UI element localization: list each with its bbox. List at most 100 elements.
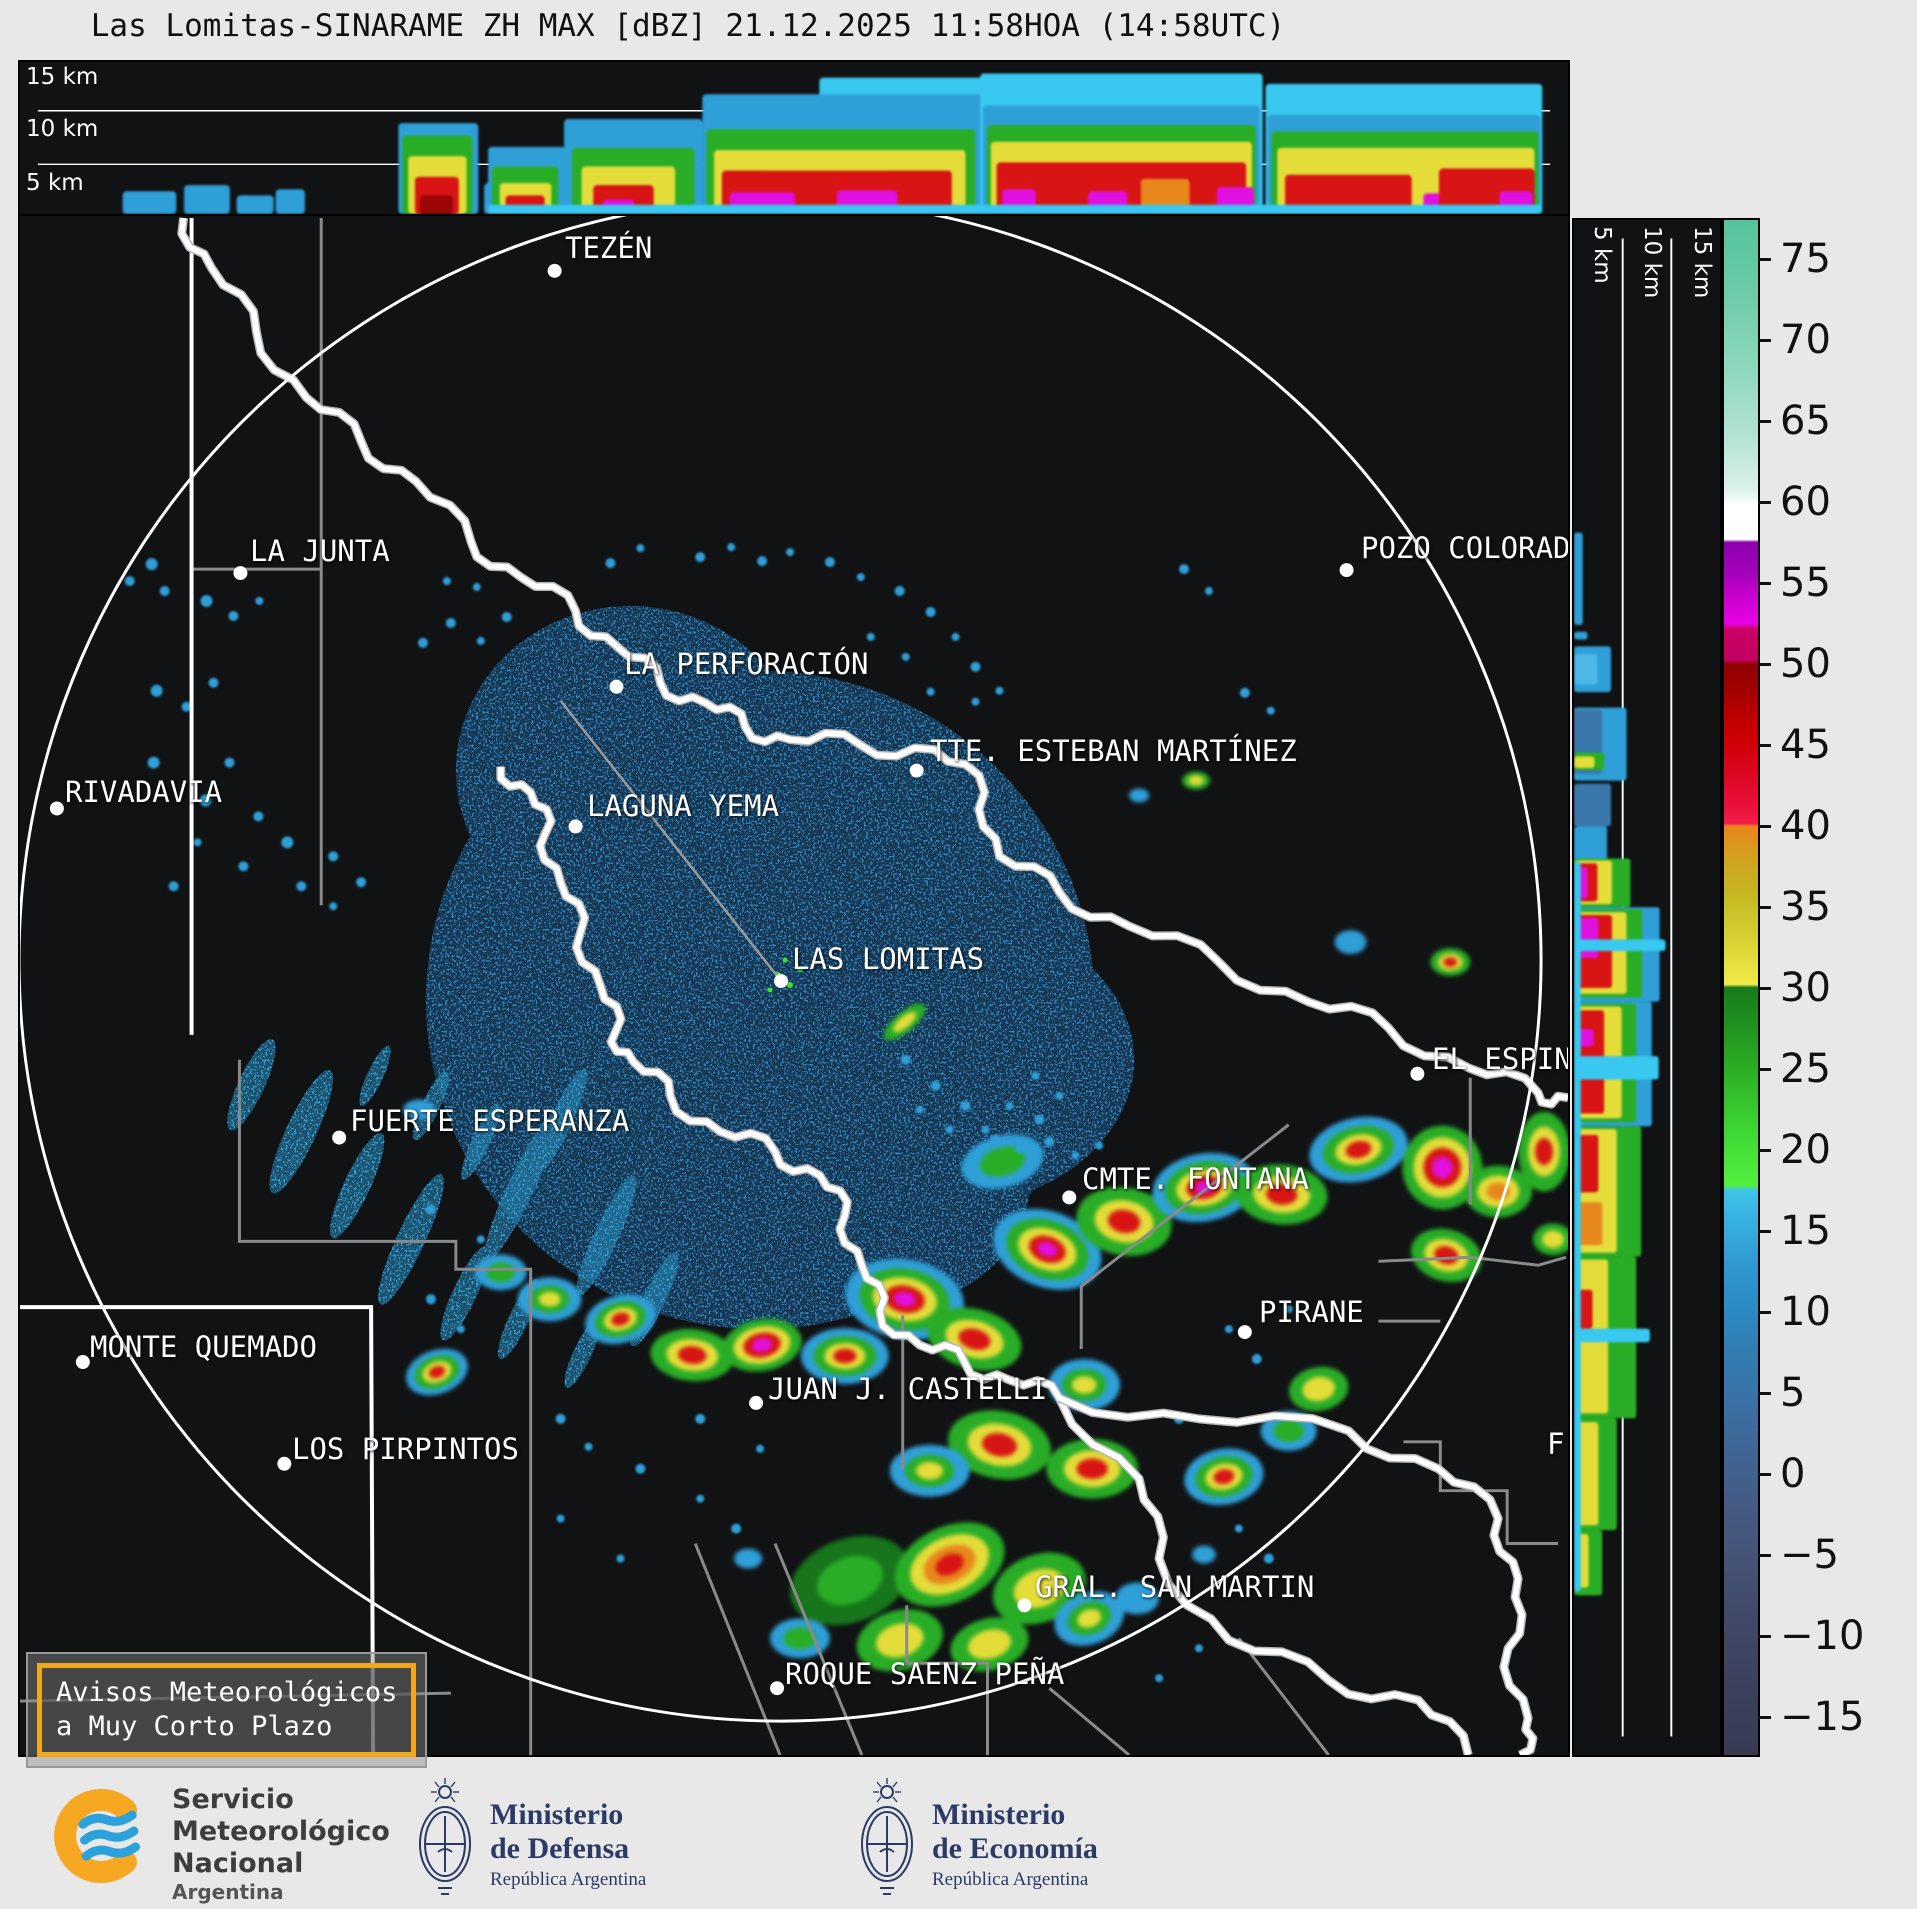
storm-cell [950, 1617, 1029, 1672]
map-label-pirane: PIRANE [1259, 1295, 1364, 1329]
river [1058, 1395, 1536, 1755]
colorbar-tick-mark [1758, 905, 1771, 909]
map-label-monte-quemado: MONTE QUEMADO [90, 1330, 317, 1364]
map-label-tezen: TEZÉN [565, 231, 653, 265]
colorbar-tick-mark [1758, 662, 1771, 666]
place-dot-roque-saenz-pena [770, 1681, 785, 1696]
rivers [177, 217, 1568, 1755]
top-axis-label-15km: 15 km [26, 64, 99, 90]
map-label-los-pirpintos: LOS PIRPINTOS [292, 1432, 519, 1466]
storm-cell [1533, 1223, 1568, 1256]
colorbar-tick-mark [1758, 581, 1771, 585]
range-ring [20, 216, 1543, 1723]
place-dot-la-perforacion [609, 679, 624, 694]
storm-cell [1181, 771, 1210, 790]
top-profile-bars [122, 73, 1543, 214]
place-dot-fuerte-esperanza [332, 1130, 347, 1145]
colorbar-tick-mark [1758, 1391, 1771, 1395]
storm-cell [517, 1277, 582, 1322]
storm-cell [993, 1208, 1102, 1290]
storm-cell [722, 1318, 802, 1372]
colorbar-tick-mark [1758, 1634, 1771, 1638]
colorbar-tick-label: 30 [1780, 964, 1831, 1011]
map-label-el-espin: EL ESPINILLO [1432, 1042, 1570, 1076]
right-cross-section-panel [1572, 218, 1722, 1757]
storm-cell [406, 1348, 468, 1396]
economia-text-line3: República Argentina [932, 1869, 1089, 1890]
storm-cell [1334, 930, 1367, 955]
advisory-line-1: Avisos Meteorológicos [56, 1677, 398, 1708]
economia-text-line2: de Economía [932, 1832, 1098, 1865]
right-axis-label-5km: 5 km [1589, 226, 1615, 284]
smn-text-line3: Nacional [172, 1848, 304, 1879]
place-dot-los-pirpintos [277, 1456, 292, 1471]
river [497, 766, 1472, 1755]
colorbar-tick-label: −5 [1780, 1531, 1839, 1578]
storm-cell [927, 1307, 1022, 1371]
echo-speckle-dots [124, 543, 1293, 1683]
map-label-roque-saenz-pena: ROQUE SAENZ PEÑA [785, 1657, 1065, 1691]
top-axis-label-10km: 10 km [26, 116, 99, 142]
map-label-fuerte-esperanza: FUERTE ESPERANZA [350, 1104, 630, 1138]
storm-cell [1054, 1591, 1125, 1646]
storm-cell [585, 1294, 656, 1345]
map-label-la-junta: LA JUNTA [250, 534, 390, 568]
storm-cell [800, 1328, 889, 1384]
colorbar-tick-mark [1758, 500, 1771, 504]
storm-cell [790, 1535, 910, 1626]
place-dot-monte-quemado [75, 1355, 90, 1370]
defensa-text-line2: de Defensa [490, 1832, 630, 1865]
place-dot-laguna-yema [568, 819, 583, 834]
map-label-cmte-fontana: CMTE. FONTANA [1082, 1162, 1309, 1196]
storm-cell [856, 1609, 943, 1672]
place-dot-cmte-fontana [1062, 1190, 1077, 1205]
colorbar-tick-label: 0 [1780, 1450, 1806, 1497]
colorbar-tick-label: 50 [1780, 640, 1831, 687]
storm-cell [1115, 1582, 1160, 1615]
storm-cell [1191, 1545, 1216, 1564]
colorbar-tick-label: −15 [1780, 1693, 1865, 1740]
colorbar-tick-mark [1758, 1472, 1771, 1476]
place-dot-tezen [547, 263, 562, 278]
map-label-las-lomitas: LAS LOMITAS [792, 942, 985, 976]
colorbar-tick-label: 75 [1780, 235, 1831, 282]
place-dot-gral-san-martin [1017, 1598, 1032, 1613]
place-dot-juan-j-castelli [749, 1395, 764, 1410]
colorbar-tick-label: 35 [1780, 883, 1831, 930]
map-label-laguna-yema: LAGUNA YEMA [587, 789, 780, 823]
storm-cell [894, 1522, 1005, 1607]
map-label-la-perforacion: LA PERFORACIÓN [624, 647, 869, 681]
storm-cell [1288, 1366, 1349, 1412]
map-label-juan-j-castelli: JUAN J. CASTELLI [768, 1372, 1048, 1406]
economia-text-line1: Ministerio [932, 1798, 1066, 1831]
right-axis-label-15km: 15 km [1689, 226, 1715, 299]
smn-logo-icon [54, 1789, 141, 1883]
map-label-formosa-edge: F [1547, 1427, 1565, 1461]
colorbar-tick-mark [1758, 743, 1771, 747]
colorbar-tick-label: 40 [1780, 802, 1831, 849]
colorbar-tick-mark [1758, 1310, 1771, 1314]
economia-coat-of-arms-icon [861, 1778, 913, 1895]
colorbar-tick-label: 25 [1780, 1045, 1831, 1092]
defensa-coat-of-arms-icon [419, 1778, 471, 1895]
dbz-colorbar [1722, 218, 1760, 1757]
storm-cell [948, 1410, 1051, 1480]
storm-cell [403, 1099, 435, 1120]
road-lines [559, 699, 783, 982]
colorbar-tick-label: −10 [1780, 1612, 1865, 1659]
colorbar-tick-mark [1758, 1715, 1771, 1719]
storm-cell [889, 1444, 970, 1497]
map-label-pozo-colorado: POZO COLORADO [1361, 531, 1570, 565]
advisory-box-inner: Avisos Meteorológicos a Muy Corto Plazo [37, 1663, 417, 1757]
storm-cell [1518, 1111, 1568, 1192]
defensa-text-line1: Ministerio [490, 1798, 624, 1831]
storm-cell [1309, 1116, 1408, 1183]
storm-cell [770, 1618, 830, 1659]
colorbar-tick-label: 65 [1780, 397, 1831, 444]
advisory-box: Avisos Meteorológicos a Muy Corto Plazo [26, 1652, 428, 1768]
smn-text-line4: Argentina [172, 1880, 284, 1904]
colorbar-tick-mark [1758, 257, 1771, 261]
right-cross-section-plot [1574, 238, 1673, 1737]
smn-text-line1: Servicio [172, 1784, 294, 1815]
place-dot-la-junta [233, 566, 248, 581]
